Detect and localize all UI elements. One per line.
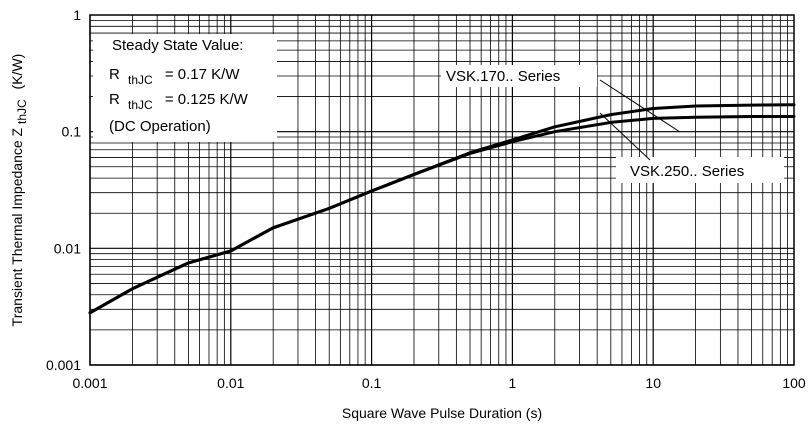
y-axis-label-unit: (K/W) (9, 54, 25, 90)
r-thjc-170-label: R thJC = 0.17 K/W (109, 66, 240, 88)
x-tick-labels: 0.001 0.01 0.1 1 10 100 (72, 375, 805, 391)
y-axis-label-main: Transient Thermal Impedance Z (9, 127, 25, 326)
label-170-bg (441, 65, 597, 87)
series-label-170: VSK.170.. Series (446, 68, 560, 85)
x-axis-label: Square Wave Pulse Duration (s) (342, 405, 542, 421)
x-tick-label: 1 (509, 375, 517, 391)
x-tick-label: 100 (782, 375, 806, 391)
r-value-2: = 0.125 K/W (165, 91, 249, 108)
r-symbol-2: R (109, 91, 120, 108)
steady-state-title: Steady State Value: (112, 37, 243, 54)
leader-line-170 (599, 79, 681, 133)
y-tick-label: 0.01 (54, 240, 81, 256)
x-tick-label: 10 (645, 375, 661, 391)
x-tick-label: 0.01 (217, 375, 244, 391)
y-tick-label: 0.1 (62, 124, 82, 140)
r-thjc-250-label: R thJC = 0.125 K/W (109, 91, 249, 113)
x-tick-label: 0.001 (72, 375, 107, 391)
x-tick-label: 0.1 (362, 375, 382, 391)
r-value-1: = 0.17 K/W (165, 66, 240, 83)
series-label-250: VSK.250.. Series (630, 163, 744, 180)
label-250-bg (616, 157, 784, 183)
y-tick-label: 1 (73, 7, 81, 23)
y-axis-label: Transient Thermal Impedance Z thJC (K/W) (9, 54, 29, 327)
y-axis-label-sub: thJC (15, 99, 29, 124)
leader-line-250 (599, 112, 651, 161)
series-line-vsk250 (88, 114, 796, 315)
y-tick-labels: 0.001 0.01 0.1 1 (46, 7, 81, 373)
series-lines (88, 103, 796, 315)
r-symbol-1: R (109, 66, 120, 83)
dc-operation-note: (DC Operation) (109, 118, 211, 135)
r-sub-1: thJC (128, 73, 153, 87)
r-sub-2: thJC (128, 98, 153, 112)
plot-frame (89, 14, 795, 366)
steady-state-box (93, 34, 277, 142)
y-tick-label: 0.001 (46, 357, 81, 373)
